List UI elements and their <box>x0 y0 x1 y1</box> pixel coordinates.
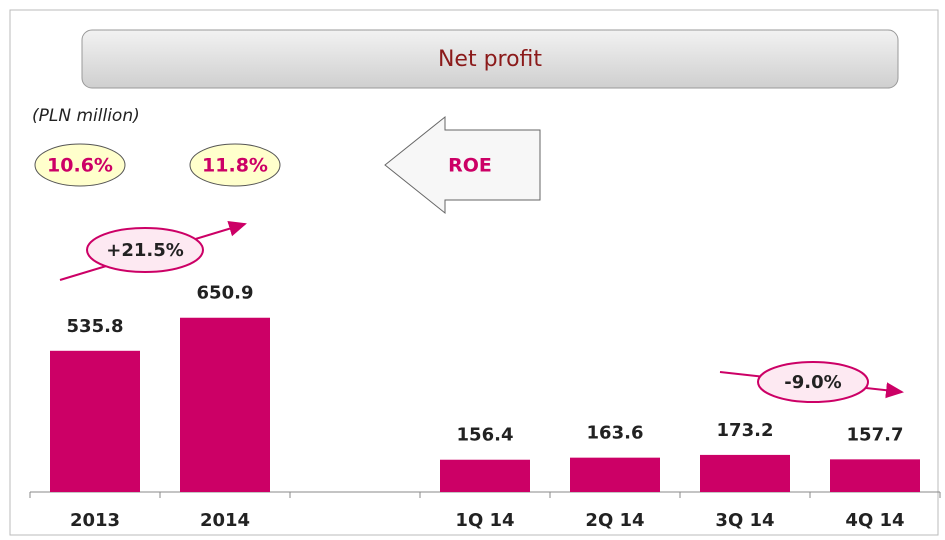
roe-label: ROE <box>448 155 492 177</box>
bar <box>50 350 140 492</box>
growth-bubble <box>86 227 204 273</box>
data-label: 535.8 <box>67 316 124 337</box>
data-label: 163.6 <box>587 423 644 444</box>
x-tick-label: 4Q 14 <box>845 510 904 531</box>
title-box <box>81 29 899 89</box>
roe-value: 10.6% <box>47 155 113 177</box>
data-label: 156.4 <box>457 425 514 446</box>
x-tick-label: 1Q 14 <box>455 510 514 531</box>
data-label: 173.2 <box>717 420 774 441</box>
data-label: 157.7 <box>847 424 904 445</box>
roe-bubble <box>34 143 126 187</box>
frame <box>9 9 939 536</box>
x-tick-label: 2Q 14 <box>585 510 644 531</box>
roe-arrow <box>384 115 541 215</box>
data-label: 650.9 <box>197 283 254 304</box>
chart-title: Net profit <box>438 47 542 72</box>
bar <box>440 459 530 492</box>
bar <box>700 454 790 492</box>
x-tick-label: 2013 <box>70 510 120 531</box>
bar <box>180 317 270 492</box>
roe-bubble <box>189 143 281 187</box>
growth-bubble <box>757 361 869 403</box>
x-tick-label: 3Q 14 <box>715 510 774 531</box>
bar <box>830 459 920 492</box>
x-tick-label: 2014 <box>200 510 250 531</box>
bar <box>570 457 660 492</box>
subtitle: (PLN million) <box>32 106 140 126</box>
roe-value: 11.8% <box>202 155 268 177</box>
growth-label: -9.0% <box>784 372 841 393</box>
growth-label: +21.5% <box>106 240 184 261</box>
